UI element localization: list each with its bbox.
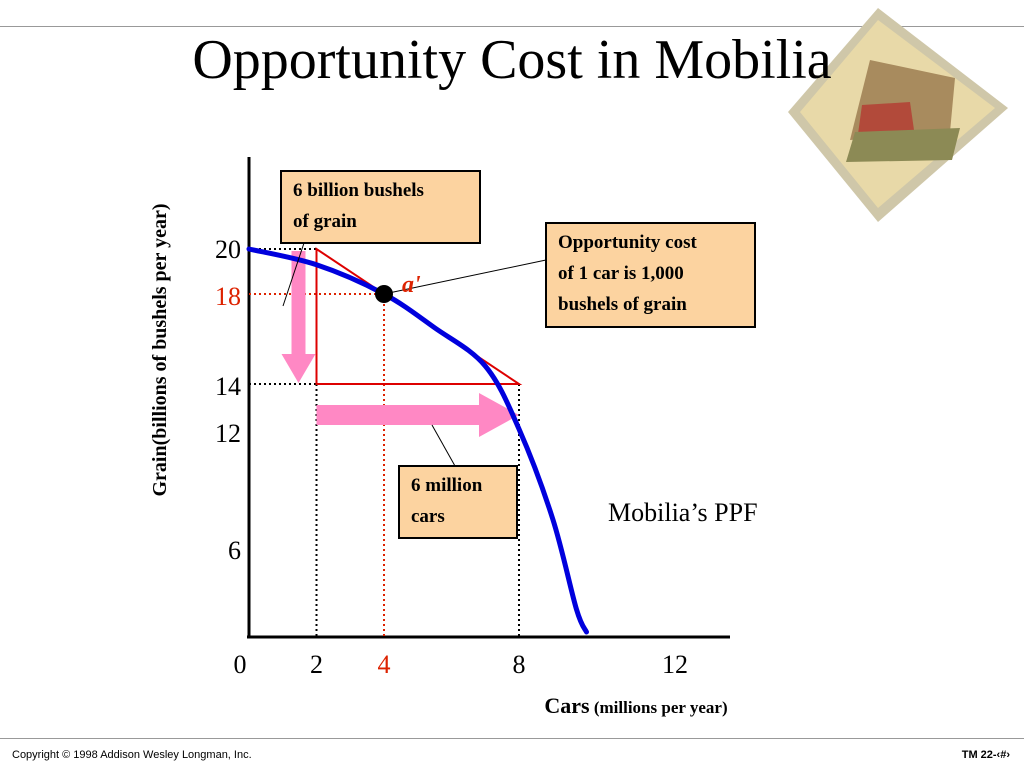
x-tick-2: 2 (310, 650, 323, 679)
grain-callout (280, 170, 481, 244)
grain-callout-text: of grain (293, 211, 357, 232)
ppf-curve (246, 246, 589, 635)
point-a-marker (375, 285, 393, 303)
ppf-label: Mobilia’s PPF (608, 498, 758, 527)
x-tick-4: 4 (378, 650, 391, 679)
cars-callout (398, 465, 518, 539)
x-tick-8: 8 (513, 650, 526, 679)
opportunity-callout-text: bushels of grain (558, 294, 687, 315)
y-tick-6: 6 (228, 536, 241, 565)
y-tick-18: 18 (215, 282, 241, 311)
grain-callout-text: 6 billion bushels (293, 180, 424, 201)
opportunity-callout-text: of 1 car is 1,000 (558, 263, 684, 284)
down-arrow (281, 251, 316, 383)
point-a-label: a' (402, 272, 421, 298)
cars-leader (431, 424, 456, 467)
slide-number: TM 22-‹#› (961, 749, 1010, 761)
y-tick-14: 14 (215, 372, 241, 401)
right-arrow (316, 393, 519, 437)
top-rule (0, 26, 1024, 27)
bottom-rule (0, 738, 1024, 739)
copyright-text: Copyright © 1998 Addison Wesley Longman,… (12, 749, 252, 761)
opportunity-leader (383, 259, 547, 295)
y-tick-20: 20 (215, 235, 241, 264)
cars-callout-text: 6 million (411, 475, 483, 496)
x-tick-0: 0 (234, 650, 247, 679)
y-tick-12: 12 (215, 419, 241, 448)
y-axis-label: Grain(billions of bushels per year) (149, 204, 171, 497)
x-axis-label: Cars (millions per year) (544, 693, 727, 718)
farm-picture (788, 8, 1008, 222)
opportunity-callout (545, 222, 756, 328)
slide-title: Opportunity Cost in Mobilia (192, 29, 832, 91)
x-tick-12: 12 (662, 650, 688, 679)
cars-callout-text: cars (411, 506, 445, 527)
grain-leader (282, 242, 305, 307)
opportunity-callout-text: Opportunity cost (558, 232, 697, 253)
